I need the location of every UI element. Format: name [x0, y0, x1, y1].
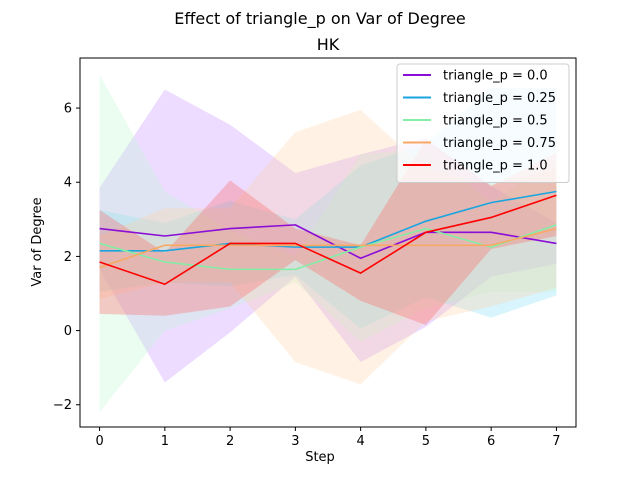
x-axis-label: Step — [305, 450, 335, 465]
legend-label: triangle_p = 0.0 — [443, 69, 548, 84]
legend: triangle_p = 0.0 triangle_p = 0.25 triangl… — [396, 63, 570, 183]
legend-box — [396, 63, 570, 183]
x-tick-label: 1 — [161, 434, 169, 449]
legend-label: triangle_p = 1.0 — [443, 159, 548, 174]
y-axis-label: Var of Degree — [30, 197, 45, 286]
chart-subtitle: HK — [317, 35, 340, 54]
y-tick-label: 0 — [64, 324, 72, 339]
x-tick-label: 2 — [226, 434, 234, 449]
legend-label: triangle_p = 0.25 — [443, 91, 556, 106]
x-tick-label: 4 — [356, 434, 364, 449]
line-triangle-p-0-25 — [99, 190, 557, 252]
x-tick-label: 0 — [95, 434, 103, 449]
x-tick-label: 7 — [552, 434, 560, 449]
x-tick-label: 3 — [291, 434, 299, 449]
legend-label: triangle_p = 0.75 — [443, 136, 556, 151]
x-axis-ticks: 0 1 2 3 4 5 6 7 — [95, 427, 561, 449]
series-lines — [99, 190, 557, 286]
y-tick-label: 6 — [64, 102, 72, 117]
y-tick-label: 4 — [64, 176, 72, 191]
line-triangle-p-1-0 — [99, 194, 557, 286]
band-triangle-p-1-0 — [99, 139, 557, 326]
y-tick-label: 2 — [64, 250, 72, 265]
x-tick-label: 6 — [487, 434, 495, 449]
x-tick-label: 5 — [422, 434, 430, 449]
line-triangle-p-0-75 — [99, 227, 557, 269]
y-axis-ticks: −2 0 2 4 6 — [53, 102, 80, 413]
y-tick-label: −2 — [53, 398, 72, 413]
legend-label: triangle_p = 0.5 — [443, 114, 548, 129]
plot-frame — [79, 57, 577, 428]
line-triangle-p-0-0 — [99, 224, 557, 260]
chart-title: Effect of triangle_p on Var of Degree — [174, 9, 466, 29]
band-triangle-p-0-5 — [99, 74, 557, 413]
